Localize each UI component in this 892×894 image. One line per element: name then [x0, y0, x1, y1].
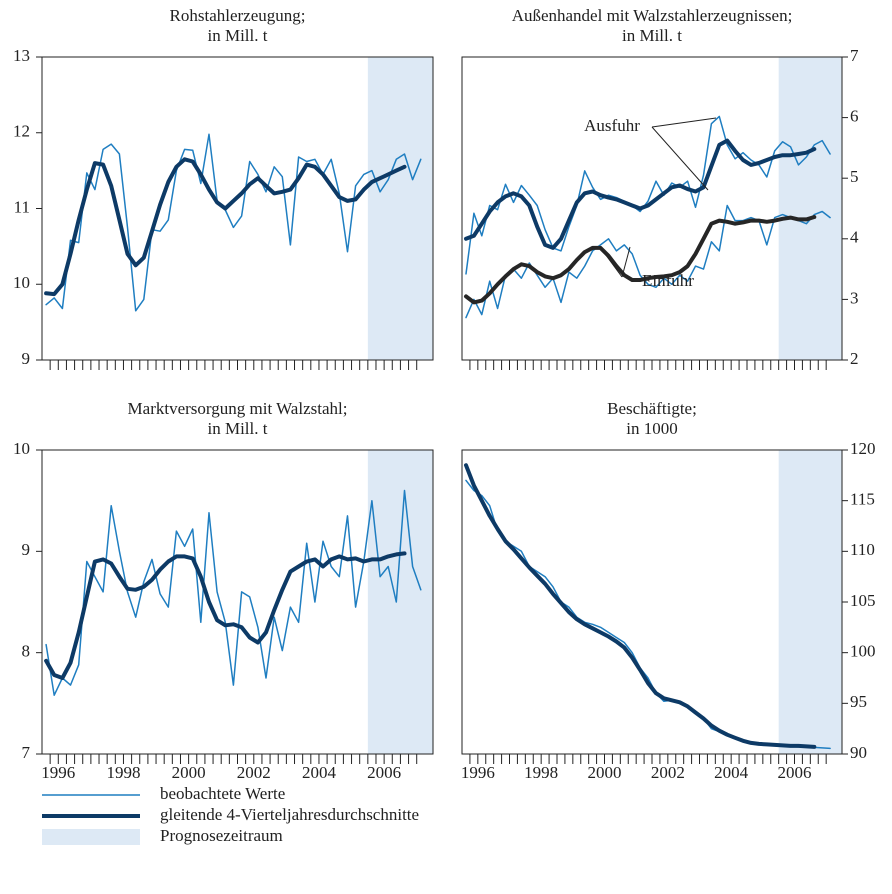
series-line: [44, 551, 407, 680]
series-line: [45, 489, 422, 696]
y-tick-label: 7: [22, 743, 31, 762]
panel-title: Beschäftigte;: [607, 399, 697, 418]
panel-title: Außenhandel mit Walzstahlerzeugnissen;: [512, 6, 793, 25]
panel: Beschäftigte;in 1000 90 95 100 105 110 115 120 1…: [461, 399, 876, 782]
x-tick-label: 2002: [651, 763, 685, 782]
y-tick-label: 115: [850, 490, 875, 509]
y-tick-label: 6: [850, 107, 859, 126]
x-tick-label: 1998: [106, 763, 140, 782]
panel: Marktversorgung mit Walzstahl;in Mill. t…: [13, 399, 434, 782]
y-tick-label: 13: [13, 46, 30, 65]
forecast-area: [778, 57, 842, 360]
annotation: Einfuhr: [642, 271, 694, 290]
annotation: Ausfuhr: [584, 116, 640, 135]
y-tick-label: 7: [850, 46, 859, 65]
pointer-line: [599, 246, 623, 278]
forecast-area: [367, 57, 433, 360]
series-line: [44, 157, 407, 297]
series-line: [464, 138, 817, 250]
pointer-line: [651, 117, 717, 128]
y-tick-label: 90: [850, 743, 867, 762]
y-tick-label: 12: [13, 122, 30, 141]
panel-title: Marktversorgung mit Walzstahl;: [128, 399, 348, 418]
y-tick-label: 10: [13, 273, 30, 292]
legend-swatch: [42, 829, 140, 845]
series-line: [45, 133, 422, 312]
y-tick-label: 5: [850, 167, 859, 186]
panel-title: Rohstahlerzeugung;: [170, 6, 306, 25]
y-tick-label: 9: [22, 349, 31, 368]
x-tick-label: 2000: [172, 763, 206, 782]
y-tick-label: 9: [22, 540, 31, 559]
y-tick-label: 8: [22, 642, 31, 661]
annotation-pointers: [599, 117, 717, 278]
plot-frame: [41, 449, 434, 755]
pointer-line: [651, 126, 709, 191]
panel-subtitle: in Mill. t: [208, 26, 268, 45]
x-tick-label: 1998: [524, 763, 558, 782]
series-line: [464, 463, 817, 749]
legend-label: beobachtete Werte: [160, 784, 285, 803]
pointer-line: [621, 246, 631, 278]
y-tick-label: 105: [850, 591, 876, 610]
panel-subtitle: in Mill. t: [208, 419, 268, 438]
x-tick-label: 2002: [237, 763, 271, 782]
y-tick-label: 4: [850, 228, 859, 247]
panel: Außenhandel mit Walzstahlerzeugnissen;in…: [461, 6, 859, 370]
x-tick-label: 1996: [41, 763, 75, 782]
forecast-area: [778, 450, 842, 754]
series-line: [465, 479, 831, 750]
y-tick-label: 95: [850, 692, 867, 711]
x-tick-label: 2004: [302, 763, 337, 782]
panel-subtitle: in 1000: [626, 419, 677, 438]
x-tick-label: 2006: [367, 763, 401, 782]
series-line: [465, 115, 831, 275]
plot-frame: [461, 56, 843, 361]
y-tick-label: 100: [850, 642, 876, 661]
x-tick-label: 1996: [461, 763, 495, 782]
y-tick-label: 3: [850, 288, 859, 307]
legend-label: gleitende 4-Vierteljahresdurchschnitte: [160, 805, 419, 824]
plot-frame: [461, 449, 843, 755]
legend-label: Prognosezeitraum: [160, 826, 283, 845]
forecast-area: [367, 450, 433, 754]
y-tick-label: 120: [850, 439, 876, 458]
series-line: [464, 215, 817, 305]
x-tick-label: 2000: [588, 763, 622, 782]
x-tick-label: 2004: [714, 763, 749, 782]
y-tick-label: 110: [850, 540, 875, 559]
x-tick-label: 2006: [778, 763, 812, 782]
panel-subtitle: in Mill. t: [622, 26, 682, 45]
series-line: [465, 204, 831, 319]
y-tick-label: 10: [13, 439, 30, 458]
plot-frame: [41, 56, 434, 361]
y-tick-label: 2: [850, 349, 859, 368]
y-tick-label: 11: [14, 197, 30, 216]
panel: Rohstahlerzeugung;in Mill. t 9 10 11 12 13: [13, 6, 434, 370]
